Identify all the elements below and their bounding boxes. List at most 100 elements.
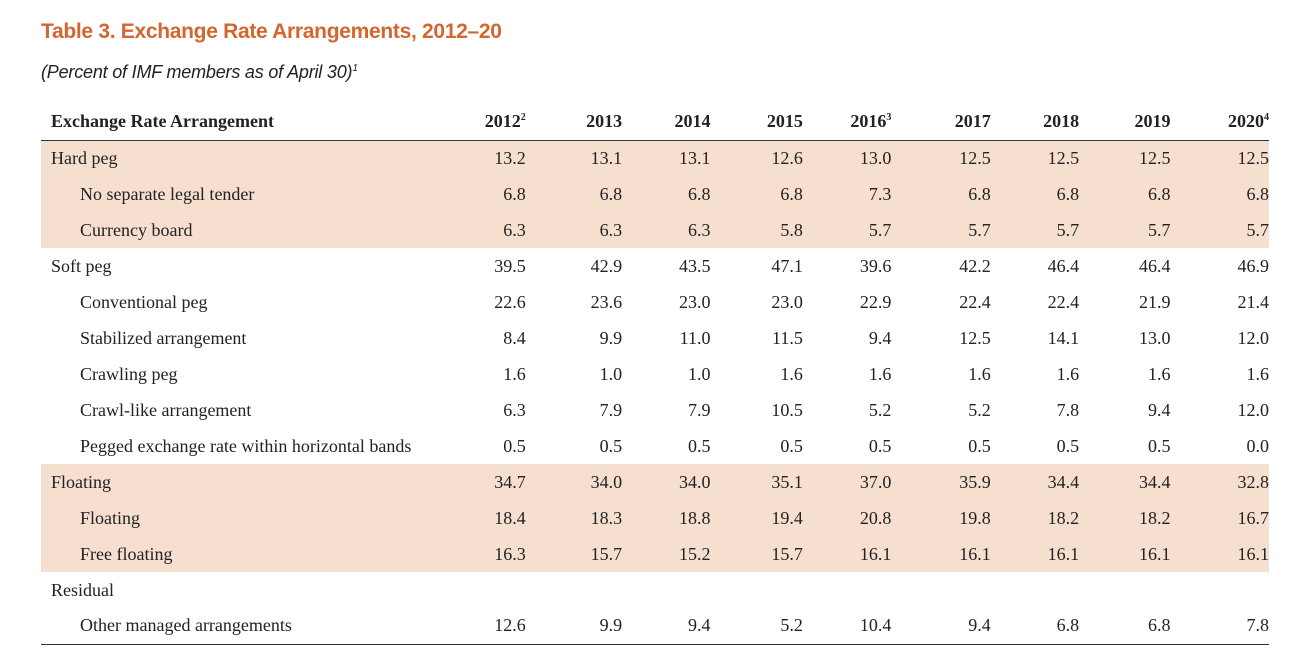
row-value-2018: 5.7 [990,212,1080,248]
row-label: Free floating [41,536,466,572]
row-value-2013 [526,572,622,608]
row-value-2013: 0.5 [599,435,623,456]
row-value-2016: 39.6 [859,255,892,276]
row-value-2019: 6.8 [1079,176,1171,212]
row-value-2015 [711,572,803,608]
row-value-2013: 23.6 [590,291,623,312]
row-value-2012: 16.3 [465,536,526,572]
row-value-2019: 9.4 [1148,399,1171,420]
row-value-2018: 12.5 [990,140,1080,176]
row-value-2012: 22.6 [494,291,526,312]
row-value-2014: 1.0 [688,363,711,384]
row-value-2020: 12.5 [1170,140,1269,176]
row-value-2014: 18.8 [622,500,711,536]
row-value-2015: 1.6 [780,363,803,384]
row-value-2018: 18.2 [990,500,1080,536]
row-value-2012: 0.5 [503,435,526,456]
row-value-2015: 23.0 [771,291,803,312]
row-value-2019: 18.2 [1079,500,1171,536]
row-value-2020: 1.6 [1246,363,1270,384]
row-value-2012: 12.6 [465,608,526,645]
row-value-2019: 21.9 [1139,291,1171,312]
row-value-2014: 6.3 [622,212,711,248]
row-label: No separate legal tender [41,176,466,212]
row-value-2020: 16.7 [1170,500,1269,536]
row-value-2016: 13.0 [802,140,892,176]
row-value-2017: 16.1 [891,536,991,572]
row-value-2014: 13.1 [622,140,711,176]
row-value-2013: 34.0 [525,464,623,500]
row-value-2014: 0.5 [688,435,711,456]
row-value-2012: 6.8 [465,176,526,212]
row-value-2016: 1.6 [868,363,892,384]
row-value-2013: 9.9 [525,608,623,645]
row-value-2014: 34.0 [622,464,711,500]
row-value-2019: 6.8 [1079,608,1171,645]
row-value-2016: 16.1 [802,536,892,572]
row-label: Other managed arrangements [41,608,466,645]
row-value-2019 [1079,572,1170,608]
row-value-2018: 14.1 [1047,327,1080,348]
row-label: Currency board [41,212,466,248]
row-value-2020: 21.4 [1237,291,1270,312]
row-value-2019: 1.6 [1148,363,1171,384]
header-year-2018: 2018 [990,104,1080,141]
table-row: Crawl-like arrangement 6.3 7.9 7.9 10.5 5.2 5.… [41,392,1269,428]
row-value-2020: 6.8 [1170,176,1269,212]
table-header-row: Exchange Rate Arrangement 20122 2013 201… [41,104,1269,141]
row-value-2015: 19.4 [710,500,803,536]
row-value-2014: 11.0 [679,327,711,348]
row-value-2015: 47.1 [771,255,803,276]
row-value-2020: 12.0 [1237,399,1270,420]
row-value-2015: 12.6 [710,140,803,176]
table-row: Residual [41,572,1269,608]
row-label: Hard peg [41,140,466,176]
row-value-2018: 1.6 [1056,363,1080,384]
row-value-2016: 10.4 [802,608,892,645]
row-value-2016: 37.0 [802,464,892,500]
header-label: Exchange Rate Arrangement [41,104,466,141]
row-value-2013: 13.1 [525,140,623,176]
row-label: Crawl-like arrangement [80,399,252,420]
table-row: Crawling peg 1.6 1.0 1.0 1.6 1.6 1.6 1.6 1.6 1.6 [41,356,1269,392]
header-year-2016: 20163 [802,104,892,141]
header-year-2012: 20122 [465,104,526,141]
row-value-2017 [891,572,990,608]
row-value-2015: 15.7 [710,536,803,572]
row-value-2020: 46.9 [1237,255,1270,276]
table-subtitle: (Percent of IMF members as of April 30)1 [41,62,358,83]
row-label: Floating [41,464,466,500]
table-row: Currency board 6.3 6.3 6.3 5.8 5.7 5.7 5.7 5.7 5.… [41,212,1269,248]
table-row: Conventional peg 22.6 23.6 23.0 23.0 22.9 22.4… [41,284,1269,320]
table-row: Other managed arrangements 12.6 9.9 9.4 5.2 1… [41,608,1269,645]
row-value-2017: 9.4 [891,608,991,645]
row-value-2014: 23.0 [679,291,711,312]
row-label: Floating [41,500,466,536]
row-value-2014: 6.8 [622,176,711,212]
row-value-2012: 8.4 [503,327,526,348]
header-year-2015: 2015 [710,104,803,141]
row-value-2013: 42.9 [590,255,623,276]
row-value-2020: 5.7 [1170,212,1269,248]
row-value-2014: 7.9 [688,399,711,420]
row-value-2012: 1.6 [503,363,526,384]
row-value-2013: 9.9 [599,327,623,348]
row-value-2019: 13.0 [1139,327,1171,348]
row-value-2012: 34.7 [465,464,526,500]
table-row: Stabilized arrangement 8.4 9.9 11.0 11.5 9.4 1… [41,320,1269,356]
row-value-2015: 5.2 [710,608,803,645]
row-value-2020: 32.8 [1170,464,1269,500]
row-value-2017: 1.6 [968,363,991,384]
row-value-2018: 22.4 [1047,291,1080,312]
row-value-2016: 20.8 [802,500,892,536]
table-row: Floating 34.7 34.0 34.0 35.1 37.0 35.9 34.4 34.4… [41,464,1269,500]
row-value-2020 [1171,572,1269,608]
row-value-2019: 12.5 [1079,140,1171,176]
row-value-2017: 42.2 [959,255,991,276]
row-value-2012: 18.4 [465,500,526,536]
row-value-2012: 39.5 [494,255,526,276]
row-value-2014: 9.4 [622,608,711,645]
row-value-2017: 12.5 [891,140,991,176]
row-value-2018: 46.4 [1047,255,1080,276]
row-value-2016: 5.7 [802,212,892,248]
